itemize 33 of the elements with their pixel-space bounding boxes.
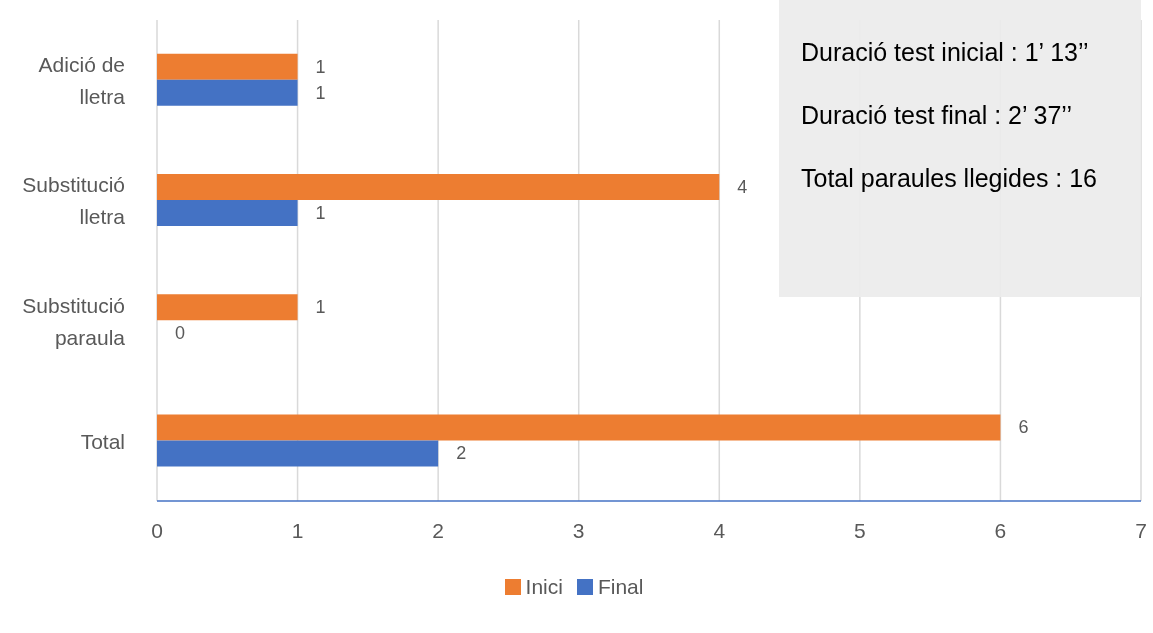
bar xyxy=(157,79,298,106)
x-tick-label: 4 xyxy=(713,518,726,542)
bar xyxy=(157,53,298,80)
data-label: 4 xyxy=(737,176,748,197)
annotation: Duració test inicial : 1’ 13’’ xyxy=(801,38,1090,67)
data-label: 1 xyxy=(315,297,326,318)
data-label: 6 xyxy=(1018,417,1029,438)
y-tick-label: Substitució paraula xyxy=(22,293,126,349)
x-tick-label: 5 xyxy=(854,518,866,542)
data-label: 1 xyxy=(315,56,326,77)
legend-label: Inici xyxy=(525,575,563,599)
data-label: 0 xyxy=(175,323,186,344)
bar xyxy=(157,414,1001,441)
note-box: Duració test inicial : 1’ 13’’ Duració test final : 2’ 37’’ Total paraules llegides : 16 xyxy=(779,0,1141,297)
bar xyxy=(157,199,298,226)
y-tick-label: Adició de lletra xyxy=(38,52,126,108)
data-label: 1 xyxy=(315,82,326,103)
x-tick-label: 2 xyxy=(432,518,444,542)
x-tick-label: 6 xyxy=(994,518,1007,542)
x-tick-label: 7 xyxy=(1135,518,1147,542)
bar xyxy=(157,294,298,321)
data-label: 2 xyxy=(456,443,467,464)
y-tick-label: Total xyxy=(80,429,125,453)
annotation: Total paraules llegides : 16 xyxy=(801,164,1099,193)
x-tick-label: 1 xyxy=(291,518,304,542)
bar xyxy=(157,173,720,200)
data-label: 1 xyxy=(315,202,326,223)
annotation: Duració test final : 2’ 37’’ xyxy=(801,101,1073,130)
y-tick-label: Substitució lletra xyxy=(22,172,126,228)
bar xyxy=(157,440,439,467)
legend-label: Final xyxy=(597,575,644,599)
x-tick-label: 0 xyxy=(151,518,163,542)
x-tick-label: 3 xyxy=(572,518,585,542)
